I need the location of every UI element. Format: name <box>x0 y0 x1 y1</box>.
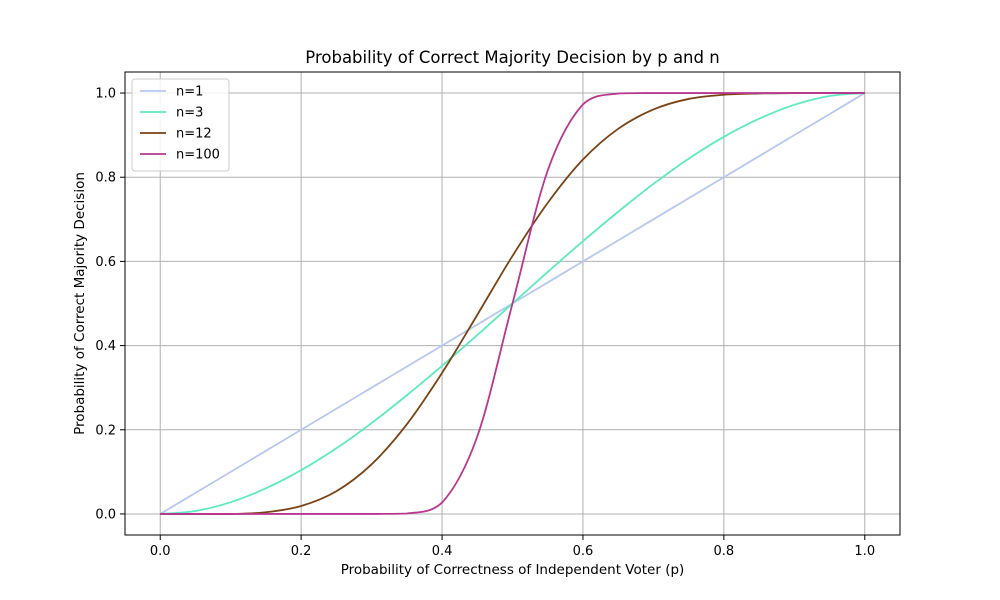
y-axis-label: Probability of Correct Majority Decision <box>72 172 88 435</box>
x-tick-label: 0.6 <box>573 544 594 559</box>
grid <box>125 72 900 535</box>
legend-label: n=12 <box>176 127 212 142</box>
x-tick-label: 0.2 <box>291 544 312 559</box>
y-tick-label: 0.6 <box>95 255 116 270</box>
y-tick-label: 0.0 <box>95 507 116 522</box>
x-tick-label: 0.8 <box>714 544 735 559</box>
legend-label: n=3 <box>176 106 203 121</box>
legend-label: n=1 <box>176 85 203 100</box>
legend-box <box>131 78 230 172</box>
x-tick-label: 1.0 <box>854 544 875 559</box>
x-axis-label: Probability of Correctness of Independen… <box>341 562 685 578</box>
chart-title: Probability of Correct Majority Decision… <box>305 48 719 67</box>
y-tick-label: 1.0 <box>95 87 116 102</box>
x-tick-label: 0.4 <box>432 544 453 559</box>
series-lines <box>159 92 866 515</box>
ticks: 0.0 0.2 0.4 0.6 0.8 1.0 0.0 0.2 0.4 0.6 0.8 1.0 <box>95 87 875 559</box>
y-tick-label: 0.8 <box>95 171 116 186</box>
x-tick-label: 0.0 <box>150 544 171 559</box>
y-tick-label: 0.4 <box>95 339 116 354</box>
legend-label: n=100 <box>176 148 220 163</box>
series-line-4 <box>160 92 865 515</box>
legend: n=1 n=3 n=12 n=100 <box>131 78 230 172</box>
y-tick-label: 0.2 <box>95 423 116 438</box>
plot-frame <box>124 71 901 536</box>
